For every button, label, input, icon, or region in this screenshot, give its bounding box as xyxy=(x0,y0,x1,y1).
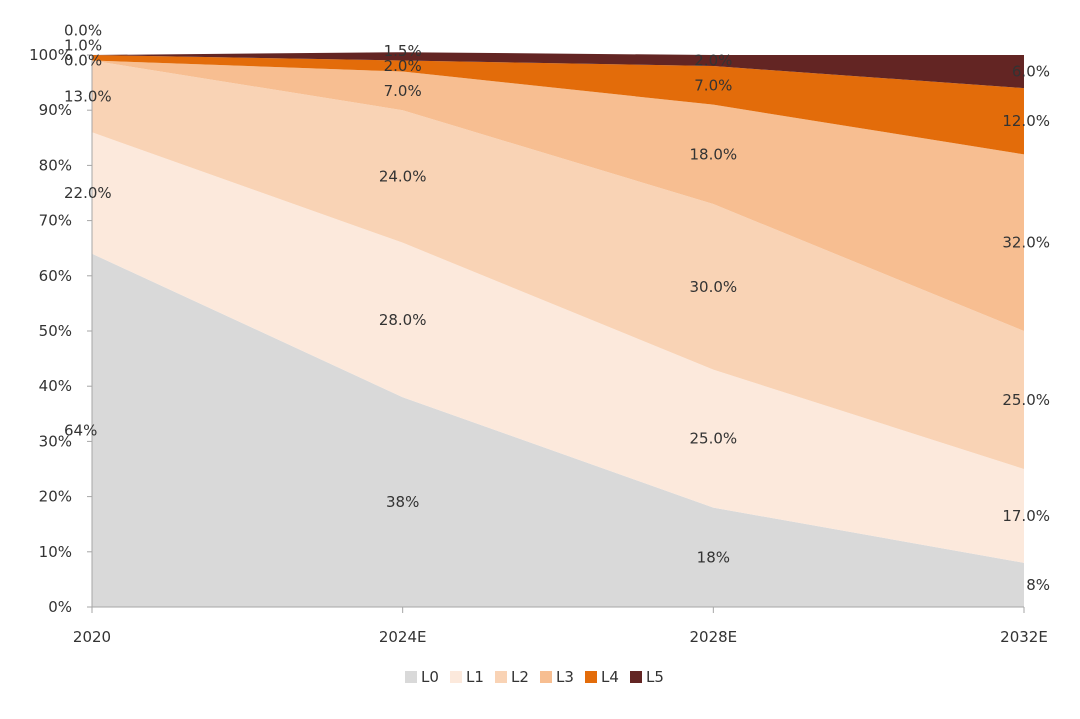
data-label-l0: 38% xyxy=(386,493,419,511)
x-tick-label: 2024E xyxy=(379,628,427,646)
data-label-l4: 2.0% xyxy=(384,57,422,75)
data-label-l1: 17.0% xyxy=(1002,507,1050,525)
area-l1 xyxy=(92,132,1024,563)
data-label-l0: 8% xyxy=(1026,576,1050,594)
x-tick-label: 2020 xyxy=(73,628,111,646)
data-label-l5: 0.0% xyxy=(64,22,102,40)
legend-label-l0: L0 xyxy=(421,668,439,686)
legend-label-l2: L2 xyxy=(511,668,529,686)
y-tick-label: 100% xyxy=(29,46,72,64)
data-labels-layer: 64% 22.0% 13.0% 0.0%1.0%0.0% 38% 28.0% 24.0% 7.… xyxy=(64,22,1050,594)
y-tick-label: 80% xyxy=(39,156,72,174)
legend-label-l3: L3 xyxy=(556,668,574,686)
area-l5 xyxy=(92,52,1024,89)
legend-swatch-l5 xyxy=(630,671,642,683)
x-tick-label: 2028E xyxy=(690,628,738,646)
y-tick-label: 70% xyxy=(39,212,72,230)
area-l0 xyxy=(92,253,1024,607)
area-l4 xyxy=(92,55,1024,155)
areas-layer xyxy=(92,52,1024,607)
data-label-l4: 12.0% xyxy=(1002,112,1050,130)
legend-label-l4: L4 xyxy=(601,668,619,686)
y-tick-label: 40% xyxy=(39,377,72,395)
legend-swatch-l2 xyxy=(495,671,507,683)
data-label-l2: 25.0% xyxy=(1002,391,1050,409)
y-tick-label: 90% xyxy=(39,101,72,119)
y-tick-label: 0% xyxy=(48,598,72,616)
data-label-l0: 64% xyxy=(64,421,97,439)
axes-layer: 0% 10% 20% 30% 40% 50% 60% 70% 80% 90% 100% 2020 202… xyxy=(29,46,1048,646)
data-label-l2: 13.0% xyxy=(64,87,112,105)
y-tick-label: 10% xyxy=(39,543,72,561)
y-tick-label: 60% xyxy=(39,267,72,285)
data-label-l3: 18.0% xyxy=(690,145,738,163)
data-label-l4: 7.0% xyxy=(694,76,732,94)
legend-label-l5: L5 xyxy=(646,668,664,686)
data-label-l5: 1.5% xyxy=(384,42,422,60)
data-label-l5: 2.0% xyxy=(694,52,732,70)
data-label-l0: 18% xyxy=(697,548,730,566)
data-label-l4: 1.0% xyxy=(64,37,102,55)
legend: L0 L1 L2 L3 L4 L5 xyxy=(405,668,664,686)
data-label-l3: 32.0% xyxy=(1002,234,1050,252)
x-tick-label: 2032E xyxy=(1000,628,1048,646)
data-label-l2: 30.0% xyxy=(690,278,738,296)
area-l3 xyxy=(92,60,1024,332)
legend-swatch-l3 xyxy=(540,671,552,683)
data-label-l3: 0.0% xyxy=(64,52,102,70)
data-label-l1: 22.0% xyxy=(64,184,112,202)
area-l2 xyxy=(92,60,1024,470)
legend-swatch-l4 xyxy=(585,671,597,683)
legend-swatch-l0 xyxy=(405,671,417,683)
data-label-l2: 24.0% xyxy=(379,167,427,185)
data-label-l1: 28.0% xyxy=(379,311,427,329)
y-tick-label: 30% xyxy=(39,432,72,450)
legend-label-l1: L1 xyxy=(466,668,484,686)
y-tick-label: 20% xyxy=(39,488,72,506)
legend-swatch-l1 xyxy=(450,671,462,683)
data-label-l5: 6.0% xyxy=(1012,63,1050,81)
y-tick-label: 50% xyxy=(39,322,72,340)
data-label-l1: 25.0% xyxy=(690,430,738,448)
data-label-l3: 7.0% xyxy=(384,82,422,100)
